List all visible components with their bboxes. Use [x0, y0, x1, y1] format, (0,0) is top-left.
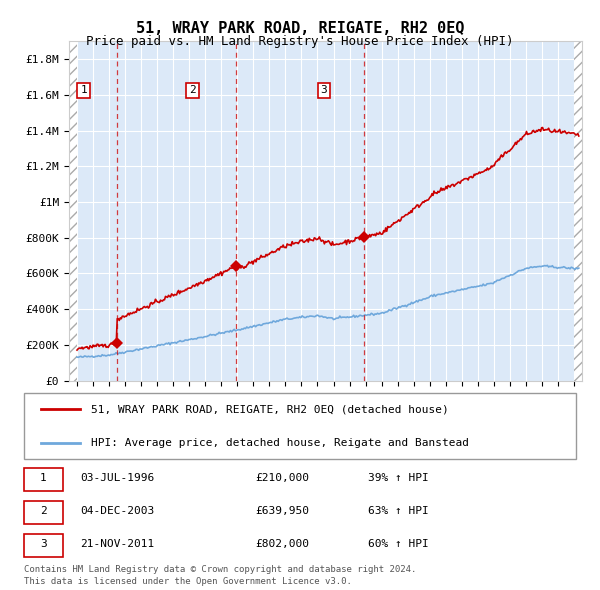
Text: 03-JUL-1996: 03-JUL-1996 [80, 473, 154, 483]
Text: 63% ↑ HPI: 63% ↑ HPI [368, 506, 428, 516]
Text: 60% ↑ HPI: 60% ↑ HPI [368, 539, 428, 549]
FancyBboxPatch shape [23, 534, 63, 557]
Bar [69, 41, 77, 381]
Text: HPI: Average price, detached house, Reigate and Banstead: HPI: Average price, detached house, Reig… [91, 438, 469, 448]
Text: 04-DEC-2003: 04-DEC-2003 [80, 506, 154, 516]
Text: 3: 3 [320, 86, 328, 96]
Text: £639,950: £639,950 [255, 506, 309, 516]
FancyBboxPatch shape [23, 393, 577, 460]
Text: 51, WRAY PARK ROAD, REIGATE, RH2 0EQ (detached house): 51, WRAY PARK ROAD, REIGATE, RH2 0EQ (de… [91, 404, 449, 414]
Bar [574, 41, 582, 381]
Text: 2: 2 [40, 506, 47, 516]
Text: 1: 1 [40, 473, 47, 483]
FancyBboxPatch shape [23, 468, 63, 491]
Text: 21-NOV-2011: 21-NOV-2011 [80, 539, 154, 549]
Text: Price paid vs. HM Land Registry's House Price Index (HPI): Price paid vs. HM Land Registry's House … [86, 35, 514, 48]
Text: £802,000: £802,000 [255, 539, 309, 549]
Text: 3: 3 [40, 539, 47, 549]
Text: Contains HM Land Registry data © Crown copyright and database right 2024.: Contains HM Land Registry data © Crown c… [23, 565, 416, 573]
Text: £210,000: £210,000 [255, 473, 309, 483]
Text: 51, WRAY PARK ROAD, REIGATE, RH2 0EQ: 51, WRAY PARK ROAD, REIGATE, RH2 0EQ [136, 21, 464, 35]
Text: 39% ↑ HPI: 39% ↑ HPI [368, 473, 428, 483]
Text: This data is licensed under the Open Government Licence v3.0.: This data is licensed under the Open Gov… [23, 577, 352, 586]
Text: 1: 1 [80, 86, 87, 96]
Text: 2: 2 [189, 86, 196, 96]
FancyBboxPatch shape [23, 502, 63, 524]
